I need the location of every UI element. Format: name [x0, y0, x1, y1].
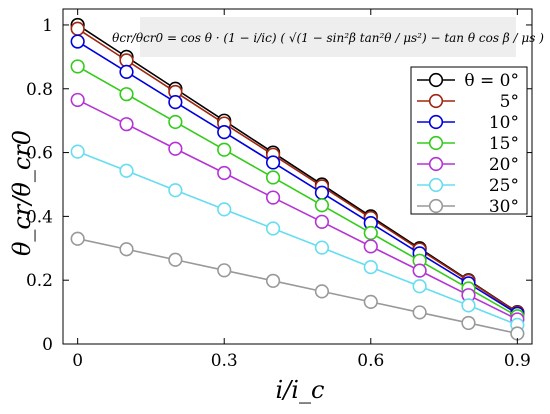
legend-item-4: 20° — [417, 155, 519, 175]
formula-annotation: θcr/θcr0 = cos θ · (1 − i/ic) ( √(1 − si… — [112, 17, 544, 57]
legend-label: 30° — [489, 197, 519, 217]
data-point — [314, 185, 330, 200]
series-4 — [70, 92, 525, 327]
data-point — [363, 225, 378, 241]
series-6 — [70, 231, 525, 341]
legend-label: 5° — [500, 92, 519, 112]
data-point — [461, 315, 476, 331]
series-line-0 — [77, 24, 518, 313]
x-tick-label: 0.3 — [211, 351, 238, 371]
data-point — [217, 202, 232, 217]
legend-item-0: θ = 0° — [417, 71, 519, 91]
data-point — [168, 141, 183, 156]
data-point — [217, 142, 232, 157]
data-point — [217, 165, 232, 181]
data-point — [70, 92, 85, 108]
formula-text: θcr/θcr0 = cos θ · (1 − i/ic) ( √(1 − si… — [112, 31, 544, 45]
data-point — [363, 239, 378, 254]
series-line-6 — [77, 237, 518, 335]
data-point — [70, 144, 85, 159]
legend-marker — [428, 114, 444, 130]
legend-marker — [428, 135, 444, 151]
data-point — [168, 183, 183, 198]
legend-label: 25° — [489, 176, 519, 196]
data-point — [363, 260, 378, 275]
data-point — [265, 170, 281, 185]
data-point — [510, 326, 525, 341]
x-tick-label: 0 — [72, 351, 83, 371]
data-point — [70, 59, 85, 74]
plot-layer — [70, 17, 525, 341]
series-2 — [70, 34, 525, 321]
legend-item-1: 5° — [417, 92, 519, 112]
y-tick-label: 0.4 — [26, 207, 53, 227]
data-point — [70, 231, 85, 246]
legend: θ = 0°5°10°15°20°25°30° — [410, 66, 528, 217]
data-point — [265, 190, 281, 205]
series-5 — [70, 144, 525, 332]
data-point — [265, 221, 281, 236]
data-point — [168, 114, 183, 130]
legend-marker — [428, 177, 444, 193]
legend-item-2: 10° — [417, 113, 519, 133]
legend-label: θ = 0° — [464, 71, 519, 91]
legend-item-6: 30° — [417, 197, 519, 217]
series-line-2 — [77, 40, 518, 315]
y-axis-label: θ_cr/θ_cr0 — [8, 130, 36, 256]
data-point — [217, 125, 232, 140]
legend-label: 10° — [489, 113, 519, 133]
x-tick-label: 0.6 — [357, 351, 384, 371]
series-line-5 — [77, 150, 518, 326]
data-point — [217, 263, 232, 278]
y-tick-label: 0 — [42, 335, 53, 355]
data-point — [119, 163, 134, 178]
y-tick-label: 0.2 — [26, 271, 53, 291]
x-tick-label: 0.9 — [504, 351, 531, 371]
series-line-4 — [77, 99, 518, 321]
data-point — [412, 263, 427, 278]
data-point — [265, 155, 281, 170]
legend-label: 20° — [489, 155, 519, 175]
legend-item-3: 15° — [417, 134, 519, 154]
data-point — [314, 240, 330, 255]
data-point — [314, 198, 330, 213]
y-tick-label: 1 — [42, 16, 53, 36]
data-point — [265, 273, 281, 288]
data-point — [119, 87, 134, 102]
x-axis-label: i/i_c — [276, 376, 325, 404]
y-tick-label: 0.6 — [26, 144, 53, 164]
data-point — [412, 305, 427, 320]
formula-box — [140, 17, 516, 57]
plot-frame — [62, 8, 533, 345]
data-point — [314, 214, 330, 229]
series-line-3 — [77, 65, 518, 317]
series-line-1 — [77, 28, 518, 314]
data-point — [119, 64, 134, 79]
data-point — [168, 95, 183, 110]
legend-marker — [428, 198, 444, 214]
data-point — [168, 252, 183, 267]
data-point — [70, 34, 85, 49]
data-point — [119, 117, 134, 132]
legend-marker — [428, 93, 444, 109]
data-point — [412, 279, 427, 294]
y-tick-label: 0.8 — [26, 80, 53, 100]
data-point — [314, 284, 330, 299]
data-point — [70, 21, 85, 36]
legend-marker — [428, 156, 444, 172]
legend-label: 15° — [489, 134, 519, 154]
data-point — [119, 242, 134, 257]
axes-layer: 0 0.3 0.6 0.9 0 0.2 0.4 0.6 0.8 1 — [26, 8, 533, 371]
legend-item-5: 25° — [417, 176, 519, 196]
legend-marker — [428, 72, 444, 88]
data-point — [461, 298, 476, 313]
data-point — [363, 294, 378, 309]
